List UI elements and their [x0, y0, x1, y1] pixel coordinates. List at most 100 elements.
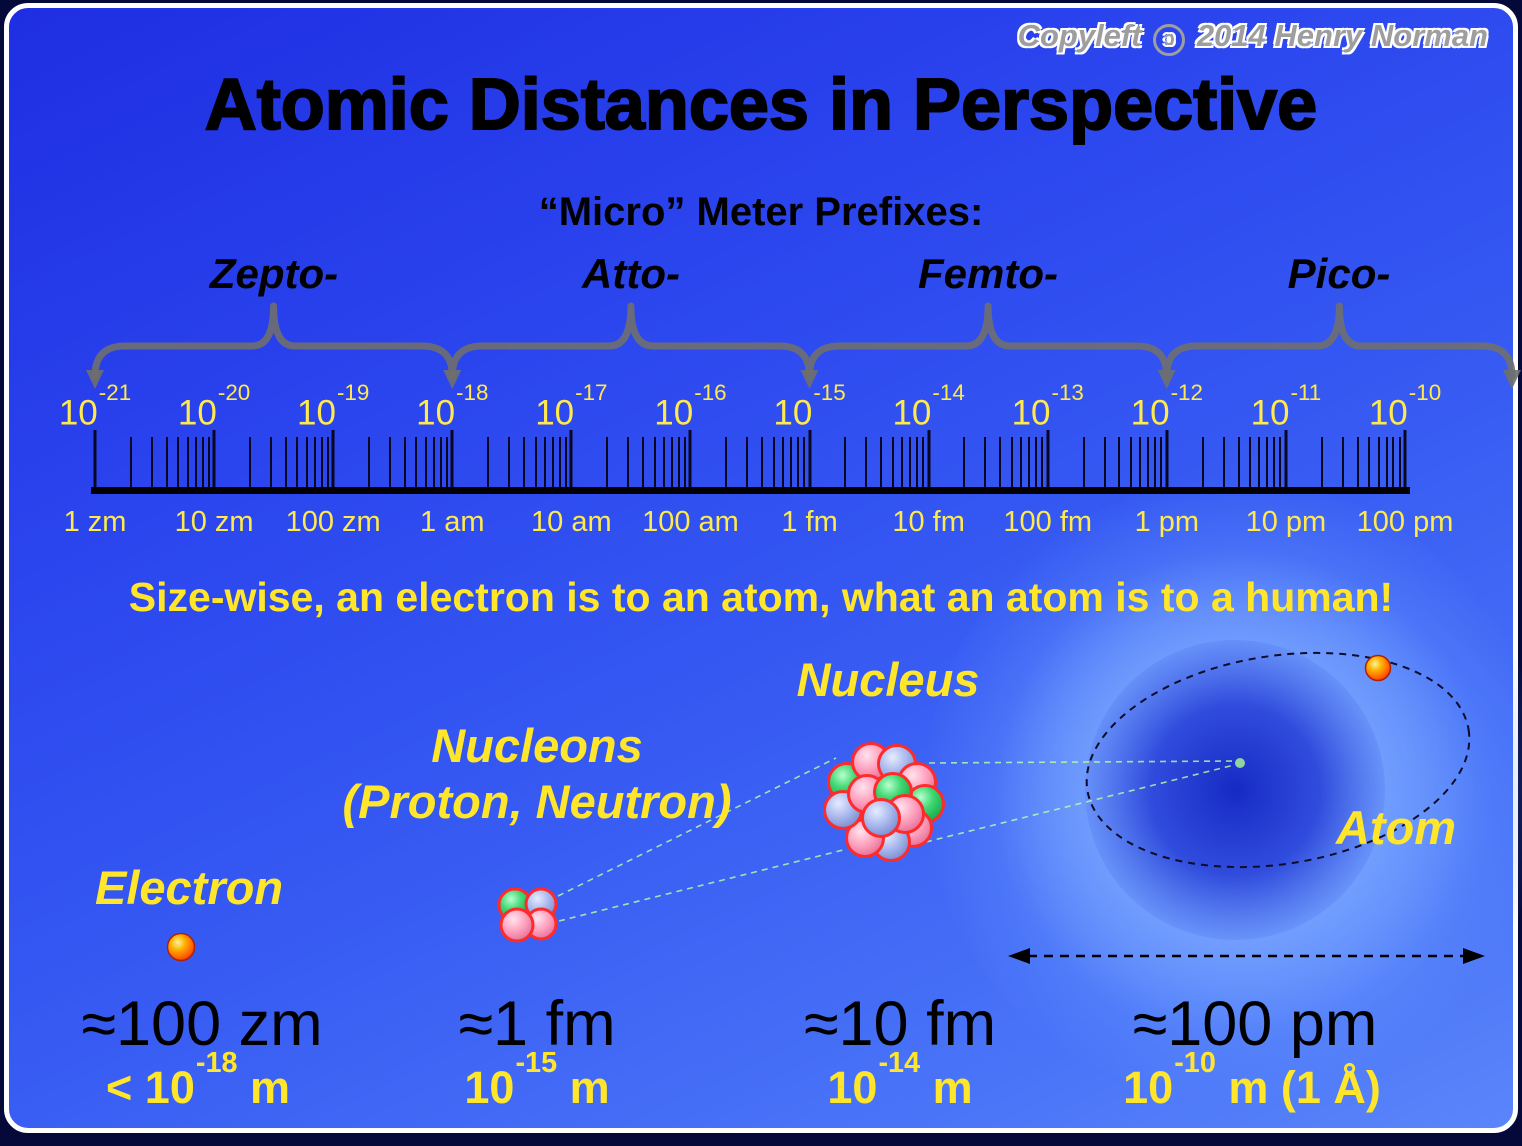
brace-femto: [806, 302, 1171, 380]
ruler-tick: [1237, 437, 1240, 487]
atom-core: [1085, 640, 1385, 940]
ruler-tick: [445, 437, 448, 487]
ruler-tick: [1385, 437, 1388, 487]
power-exp: -20: [217, 380, 251, 406]
copyleft-icon: ɔ: [1153, 24, 1186, 56]
power-base: 10: [58, 393, 98, 433]
nucleons-label-line1: Nucleons: [431, 719, 643, 772]
ruler-baseline: [91, 487, 1410, 494]
power-base: 10: [416, 393, 456, 433]
ruler-tick: [1103, 437, 1106, 487]
ruler-tick: [984, 437, 987, 487]
meters-label-atom: 10-10 m (1 Å): [1123, 1047, 1381, 1114]
unit-label: 1 fm: [781, 506, 838, 538]
power-base: 10: [1250, 393, 1290, 433]
meters-post: m (1 Å): [1215, 1062, 1381, 1113]
power-exp: -15: [813, 380, 846, 406]
ruler-tick: [865, 437, 868, 487]
power-label: 10-19: [297, 380, 369, 434]
ruler-tick: [326, 437, 329, 487]
ruler-ticks: [93, 430, 1407, 487]
ruler-tick: [305, 437, 308, 487]
diameter-arrow: [1008, 948, 1485, 964]
ruler-tick: [1041, 437, 1044, 487]
ruler-tick: [891, 437, 894, 487]
unit-label: 10 am: [531, 506, 612, 538]
ruler-tick: [803, 437, 806, 487]
size-label-nucleus: ≈10 fm: [803, 989, 997, 1059]
ruler-tick: [1201, 437, 1204, 487]
power-label: 10-11: [1250, 380, 1322, 434]
meters-label-nucleons: 10-15 m: [464, 1047, 609, 1114]
ruler-tick: [269, 437, 272, 487]
tagline: Size-wise, an electron is to an atom, wh…: [128, 574, 1394, 620]
ruler-tick: [1035, 437, 1038, 487]
power-exp: -19: [336, 380, 370, 406]
ruler-tick: [194, 437, 197, 487]
ruler-tick: [922, 437, 925, 487]
ruler-tick: [1160, 437, 1163, 487]
unit-label: 10 fm: [892, 506, 965, 538]
ruler-tick: [296, 437, 299, 487]
meters-exp: -15: [515, 1047, 558, 1080]
brace-arrowheads: [86, 370, 1521, 389]
power-exp: -12: [1170, 380, 1203, 406]
ruler-tick: [1222, 437, 1225, 487]
power-base: 10: [1011, 393, 1051, 433]
ruler-tick: [129, 437, 132, 487]
power-label: 10-16: [654, 380, 726, 434]
ruler-tick: [508, 437, 511, 487]
ruler-tick: [1118, 437, 1121, 487]
meters-pre: < 10: [106, 1062, 195, 1113]
unit-label: 1 pm: [1134, 506, 1200, 538]
brace-pico: [1163, 302, 1516, 380]
power-exp: -16: [694, 380, 727, 406]
ruler-tick: [606, 437, 609, 487]
meters-label-nucleus: 10-14 m: [827, 1047, 973, 1114]
ruler-tick: [248, 437, 251, 487]
ruler-tick: [782, 437, 785, 487]
prefix-label-femto: Femto-: [918, 250, 1058, 297]
ruler-tick: [450, 430, 454, 487]
ruler-tick: [403, 437, 406, 487]
ruler-tick: [663, 437, 666, 487]
ruler-tick: [1046, 430, 1050, 487]
ruler-tick: [844, 437, 847, 487]
ruler-tick: [534, 437, 537, 487]
power-exp: -21: [98, 380, 132, 406]
copyleft-text: Copyleft ɔ 2014 Henry Norman: [1018, 18, 1488, 56]
size-label-electron: ≈100 zm: [81, 989, 323, 1059]
ruler-tick: [927, 430, 931, 487]
ruler-tick: [368, 437, 371, 487]
meters-post: m: [920, 1062, 973, 1113]
ruler-tick: [389, 437, 391, 487]
ruler-tick: [1082, 437, 1085, 487]
ruler-tick: [1258, 437, 1261, 487]
ruler-tick: [284, 437, 287, 487]
ruler-tick: [1356, 437, 1359, 487]
prefix-label-atto: Atto-: [582, 250, 680, 297]
ruler-tick: [1320, 437, 1323, 487]
ruler-tick: [432, 437, 435, 487]
orbit-electron-dot: [1364, 654, 1392, 682]
nucleus-label: Nucleus: [796, 653, 980, 706]
power-exp: -14: [932, 380, 965, 406]
ruler-tick: [1279, 437, 1282, 487]
ruler-tick: [797, 437, 799, 487]
ruler-tick: [320, 437, 323, 487]
ruler-tick: [1398, 437, 1401, 487]
ruler-tick: [564, 437, 567, 487]
ruler-tick: [627, 437, 630, 487]
ruler-tick: [1147, 437, 1150, 487]
meters-exp: -14: [878, 1047, 921, 1080]
prefix-label-pico: Pico-: [1287, 250, 1391, 297]
electron-label: Electron: [94, 861, 284, 914]
ruler-tick: [1341, 437, 1344, 487]
ruler-tick: [551, 437, 554, 487]
power-base: 10: [1368, 393, 1408, 433]
ruler-tick: [901, 437, 904, 487]
scale-powers-row: 10-21 10-20 10-19 10-18 10-17 10-16 10-1…: [59, 380, 1441, 436]
power-label: 10-21: [58, 380, 131, 434]
